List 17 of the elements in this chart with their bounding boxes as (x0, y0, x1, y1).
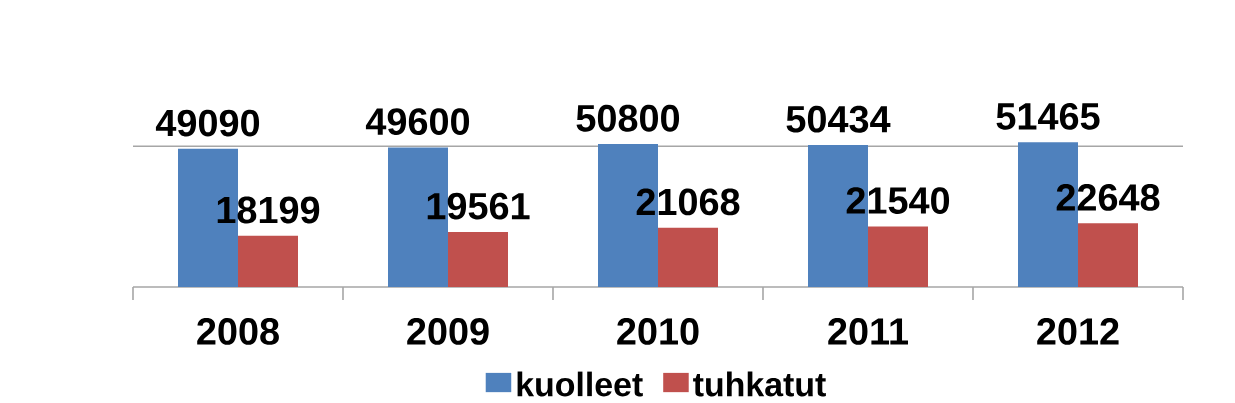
data-label: 49090 (155, 109, 260, 137)
bar (868, 226, 928, 287)
bar (658, 227, 718, 287)
data-label: 50434 (786, 105, 891, 133)
bar (238, 235, 298, 287)
data-label: 51465 (996, 102, 1100, 130)
legend-label: kuolleet (517, 371, 643, 397)
legend-label: tuhkatut (693, 371, 826, 397)
x-tick-label: 2008 (197, 318, 279, 345)
data-label: 50800 (576, 104, 680, 132)
data-label: 49600 (365, 108, 470, 136)
x-tick-label: 2009 (407, 318, 489, 345)
x-tick-label: 2010 (617, 318, 699, 345)
x-tick-label: 2012 (1037, 318, 1119, 345)
bar (1078, 223, 1138, 287)
bar (448, 231, 508, 287)
x-tick-label: 2011 (828, 318, 908, 345)
